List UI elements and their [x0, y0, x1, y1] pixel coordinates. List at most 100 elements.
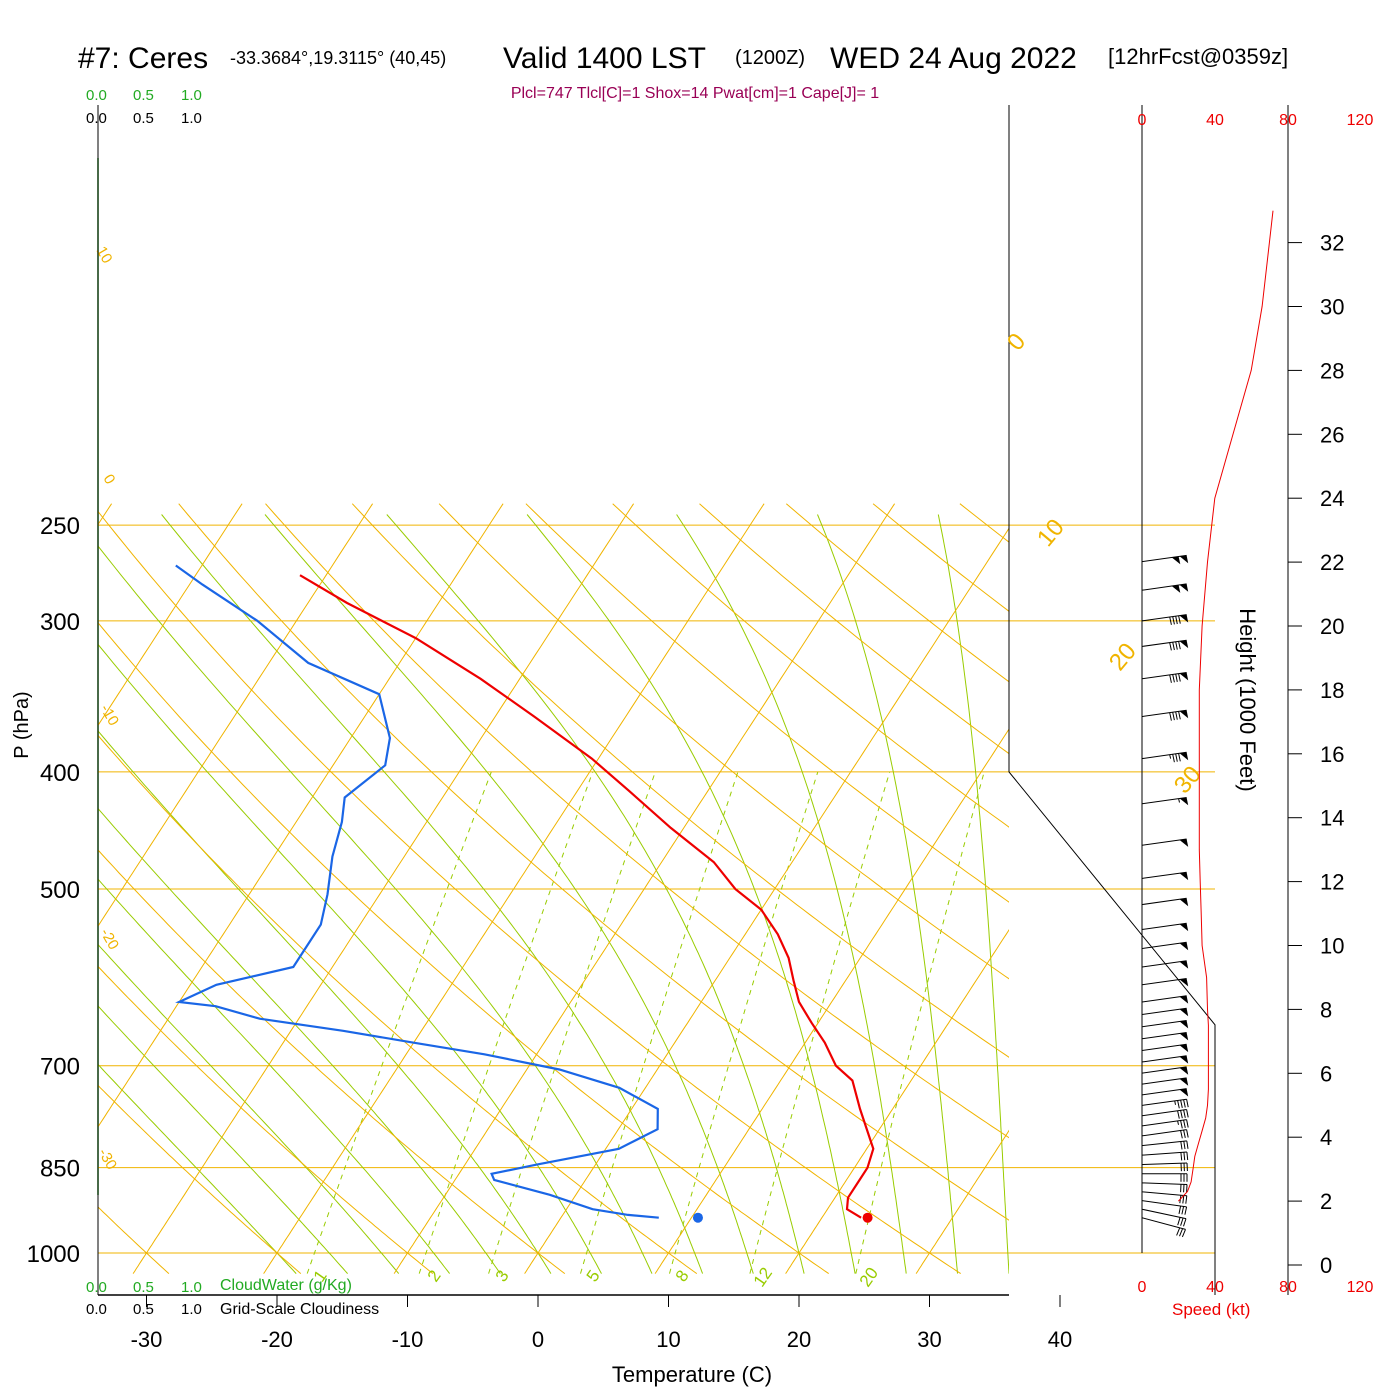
- wind-barb-staff-4: [1141, 1182, 1188, 1185]
- wind-barb-22: [1141, 978, 1189, 987]
- wind-barb-staff-24: [1141, 941, 1187, 950]
- speed-tick-bottom-0: 0: [1138, 1279, 1147, 1296]
- wind-barb-staff-10: [1141, 1119, 1187, 1127]
- dry-adiabat--10: [98, 965, 434, 1274]
- mixing-ratio-3: [488, 771, 656, 1274]
- moist-adiabat-0: [98, 730, 552, 1274]
- moist-adiabat-16: [264, 514, 754, 1274]
- wind-barb-feather-34: [1178, 615, 1181, 624]
- dry-label-0: 0: [100, 472, 119, 488]
- wind-barb-35: [1141, 583, 1189, 593]
- height-tick-label-26: 26: [1320, 422, 1344, 447]
- wind-barb-staff-33: [1141, 639, 1187, 647]
- isotherm-10: [654, 728, 1009, 1274]
- isotherm-20: [785, 929, 1009, 1274]
- x-tick-label--10: -10: [392, 1327, 424, 1352]
- wind-barb-13: [1141, 1088, 1189, 1097]
- wind-barb-4: [1141, 1182, 1188, 1193]
- height-tick-label-24: 24: [1320, 486, 1344, 511]
- wind-barb-pennant-30: [1179, 752, 1189, 761]
- dry-adiabat-60: [351, 503, 1009, 1058]
- wind-barb-pennant-22: [1179, 978, 1189, 987]
- speed-tick-bottom-120: 120: [1347, 1279, 1374, 1296]
- mr-label-12: 12: [750, 1264, 776, 1290]
- cloud-tick-bottom-green-0: 0.0: [86, 1279, 107, 1296]
- height-tick-label-14: 14: [1320, 806, 1344, 831]
- wind-barb-staff-1: [1141, 1208, 1187, 1220]
- height-tick-label-22: 22: [1320, 550, 1344, 575]
- dry-adiabat-labels: 10 0 -10 -20 -30: [93, 244, 123, 1173]
- moist-adiabat--8: [98, 878, 450, 1274]
- wind-barb-staff-9: [1141, 1129, 1187, 1137]
- cloud-scale-top: 0.0 0.5 1.0 0.0 0.5 1.0: [86, 87, 202, 127]
- isotherm-30: [915, 1129, 1009, 1274]
- mixing-ratio-lines: [306, 771, 985, 1274]
- wind-barb-pennant-35: [1179, 583, 1189, 592]
- x-tick-label-30: 30: [917, 1327, 941, 1352]
- cloud-tick-top-black-2: 1.0: [181, 110, 202, 127]
- wind-barb-pennant-34: [1179, 614, 1189, 623]
- wind-barb-feather-8: [1180, 1141, 1183, 1150]
- dry-label-m20: -20: [97, 926, 123, 953]
- wind-barb-19: [1141, 1020, 1189, 1029]
- wind-barb-staff-34: [1141, 614, 1187, 622]
- wind-barb-pennant-21: [1179, 995, 1189, 1004]
- wind-barb-staff-3: [1141, 1191, 1187, 1197]
- wind-barb-feather-11: [1180, 1110, 1183, 1119]
- wind-barb-pennant-14: [1179, 1077, 1189, 1086]
- x-tick-label-40: 40: [1048, 1327, 1072, 1352]
- cloud-tick-top-green-1: 0.5: [133, 87, 154, 104]
- wind-barb-staff-32: [1141, 672, 1187, 680]
- wind-barb-staff-15: [1141, 1066, 1187, 1074]
- wind-barb-feather-10: [1180, 1120, 1183, 1129]
- moist-adiabat-4: [98, 643, 602, 1274]
- wind-barb-feather-3: [1185, 1195, 1188, 1204]
- valid-time: Valid 1400 LST: [503, 42, 706, 75]
- wind-barb-staff-23: [1141, 960, 1187, 968]
- dewpoint-line: [175, 564, 659, 1219]
- theta-label-0: 0: [1002, 328, 1031, 356]
- mr-label-2: 2: [424, 1267, 445, 1286]
- mr-label-5: 5: [583, 1267, 604, 1286]
- wind-barb-staff-8: [1141, 1140, 1187, 1147]
- wind-barb-feather-31: [1178, 711, 1181, 720]
- wind-barb-8: [1141, 1140, 1189, 1150]
- cloud-tick-top-green-2: 1.0: [181, 87, 202, 104]
- wind-barb-18: [1141, 1032, 1189, 1041]
- wind-barb-27: [1141, 871, 1189, 881]
- height-tick-label-8: 8: [1320, 997, 1332, 1022]
- utc-time: (1200Z): [735, 47, 805, 69]
- height-tick-label-20: 20: [1320, 614, 1344, 639]
- wind-barb-feather-8: [1186, 1140, 1189, 1149]
- height-tick-label-12: 12: [1320, 870, 1344, 895]
- pressure-tick-label-500: 500: [40, 877, 80, 904]
- station-name: #7: Ceres: [78, 42, 208, 75]
- x-tick-label-0: 0: [532, 1327, 544, 1352]
- wind-speed-profile: [1178, 210, 1274, 1202]
- wind-barb-29: [1141, 797, 1189, 806]
- wind-barb-staff-11: [1141, 1109, 1187, 1117]
- y-axis-title: P (hPa): [11, 691, 33, 758]
- isotherm--50: [98, 503, 374, 928]
- surface-temperature-dot: [862, 1212, 873, 1223]
- wind-barb-1: [1141, 1208, 1187, 1227]
- wind-barb-staff-30: [1141, 751, 1187, 760]
- temperature-line: [299, 574, 875, 1219]
- wind-barb-7: [1141, 1151, 1189, 1161]
- speed-tick-top-40: 40: [1206, 112, 1224, 129]
- wind-barb-feather-33: [1169, 642, 1172, 651]
- wind-barb-pennant-36: [1171, 556, 1181, 565]
- wind-barb-feather-31: [1169, 712, 1172, 721]
- moist-adiabat--12: [98, 943, 400, 1274]
- wind-barb-12: [1141, 1098, 1189, 1109]
- dry-adiabat--20: [98, 1084, 302, 1274]
- theta-labels: 0 10 20 30: [1002, 328, 1207, 799]
- wind-barb-staff-21: [1141, 995, 1187, 1003]
- wind-barb-feather-9: [1180, 1130, 1183, 1139]
- height-tick-label-30: 30: [1320, 295, 1344, 320]
- theta-label-30: 30: [1169, 761, 1207, 799]
- wind-barb-25: [1141, 922, 1189, 932]
- wind-barb-pennant-18: [1179, 1032, 1189, 1041]
